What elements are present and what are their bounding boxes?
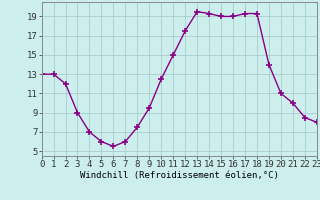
X-axis label: Windchill (Refroidissement éolien,°C): Windchill (Refroidissement éolien,°C) xyxy=(80,171,279,180)
